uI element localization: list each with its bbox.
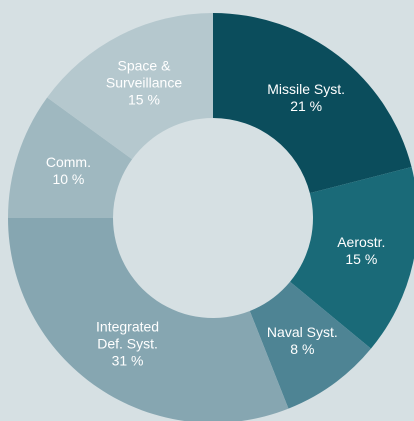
slice-label: Comm. 10 % xyxy=(46,154,91,188)
slice-label: Naval Syst. 8 % xyxy=(267,324,338,358)
donut-slice xyxy=(8,218,289,421)
donut-slice xyxy=(213,13,412,194)
category-label: Aerostr. xyxy=(337,234,386,251)
category-label: Space & Surveillance xyxy=(105,57,183,91)
value-label: 31 % xyxy=(111,352,144,369)
category-label: Comm. xyxy=(45,154,91,171)
slice-label: Integrated Def. Syst. 31 % xyxy=(96,318,159,369)
category-label: Naval Syst. xyxy=(266,323,338,340)
slice-label: Missile Syst. 21 % xyxy=(267,81,345,115)
value-label: 15 % xyxy=(128,91,160,108)
value-label: 15 % xyxy=(345,251,378,268)
donut-slice xyxy=(47,13,213,160)
category-label: Missile Syst. xyxy=(267,80,346,97)
value-label: 8 % xyxy=(290,340,315,357)
slice-label: Aerostr. 15 % xyxy=(337,234,385,268)
donut-slice xyxy=(290,167,414,349)
slice-label: Space & Surveillance 15 % xyxy=(106,57,182,108)
value-label: 21 % xyxy=(290,97,323,114)
donut-slice xyxy=(249,281,371,409)
category-label: Integrated Def. Syst. xyxy=(96,318,160,352)
donut-slice xyxy=(8,97,133,218)
value-label: 10 % xyxy=(52,171,85,188)
